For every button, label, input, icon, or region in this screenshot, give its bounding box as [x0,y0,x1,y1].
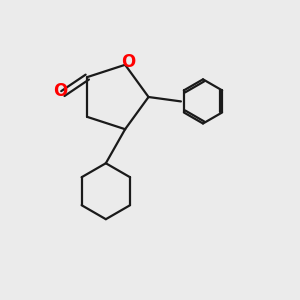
Text: O: O [53,82,67,100]
Text: O: O [122,53,136,71]
